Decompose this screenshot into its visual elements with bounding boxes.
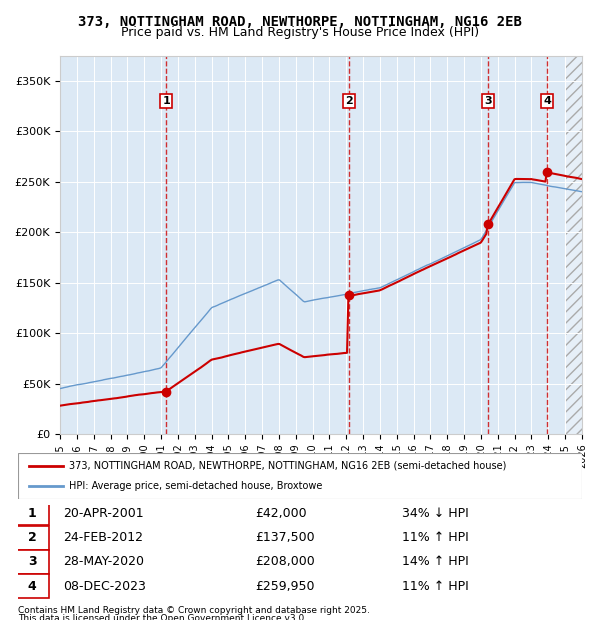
Text: £42,000: £42,000: [255, 507, 307, 520]
Text: 4: 4: [543, 96, 551, 106]
Text: 3: 3: [28, 556, 37, 569]
Text: 1: 1: [28, 507, 37, 520]
Text: 14% ↑ HPI: 14% ↑ HPI: [401, 556, 468, 569]
FancyBboxPatch shape: [15, 502, 49, 526]
Bar: [565, 56, 582, 434]
Text: 2: 2: [345, 96, 353, 106]
Text: This data is licensed under the Open Government Licence v3.0.: This data is licensed under the Open Gov…: [18, 614, 307, 620]
Text: 20-APR-2001: 20-APR-2001: [63, 507, 144, 520]
Text: Price paid vs. HM Land Registry's House Price Index (HPI): Price paid vs. HM Land Registry's House …: [121, 26, 479, 39]
Text: 08-DEC-2023: 08-DEC-2023: [63, 580, 146, 593]
Text: £137,500: £137,500: [255, 531, 314, 544]
Text: 34% ↓ HPI: 34% ↓ HPI: [401, 507, 468, 520]
FancyBboxPatch shape: [15, 526, 49, 549]
Bar: [565, 56, 582, 434]
Text: 373, NOTTINGHAM ROAD, NEWTHORPE, NOTTINGHAM, NG16 2EB (semi-detached house): 373, NOTTINGHAM ROAD, NEWTHORPE, NOTTING…: [69, 461, 506, 471]
Text: 373, NOTTINGHAM ROAD, NEWTHORPE, NOTTINGHAM, NG16 2EB: 373, NOTTINGHAM ROAD, NEWTHORPE, NOTTING…: [78, 16, 522, 30]
Text: 4: 4: [28, 580, 37, 593]
Text: 28-MAY-2020: 28-MAY-2020: [63, 556, 144, 569]
Text: 2: 2: [28, 531, 37, 544]
Text: 1: 1: [162, 96, 170, 106]
Text: HPI: Average price, semi-detached house, Broxtowe: HPI: Average price, semi-detached house,…: [69, 481, 322, 491]
Text: 3: 3: [484, 96, 491, 106]
FancyBboxPatch shape: [18, 453, 582, 499]
Text: 11% ↑ HPI: 11% ↑ HPI: [401, 580, 468, 593]
Text: 24-FEB-2012: 24-FEB-2012: [63, 531, 143, 544]
FancyBboxPatch shape: [15, 575, 49, 598]
Text: £259,950: £259,950: [255, 580, 314, 593]
Text: £208,000: £208,000: [255, 556, 314, 569]
Text: 11% ↑ HPI: 11% ↑ HPI: [401, 531, 468, 544]
Text: Contains HM Land Registry data © Crown copyright and database right 2025.: Contains HM Land Registry data © Crown c…: [18, 606, 370, 616]
FancyBboxPatch shape: [15, 551, 49, 574]
